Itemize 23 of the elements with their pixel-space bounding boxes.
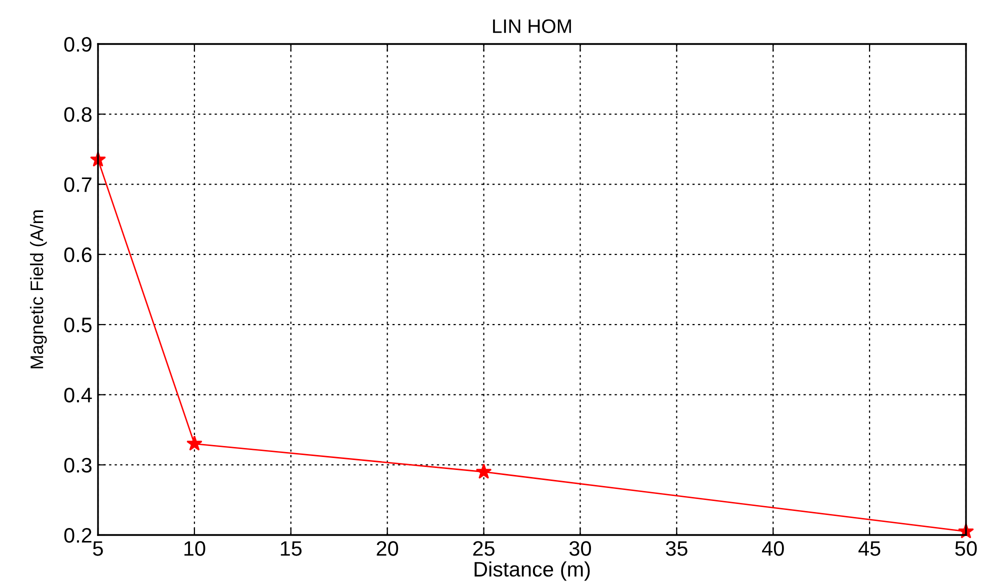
point <box>476 464 492 479</box>
y-tick-label: 0.3 <box>64 458 92 473</box>
y-tick-label: 0.8 <box>64 107 92 122</box>
x-tick-label: 35 <box>666 541 688 556</box>
y-tick-label: 0.6 <box>64 247 92 262</box>
y-tick-label: 0.7 <box>64 177 92 192</box>
x-tick-label: 15 <box>280 541 302 556</box>
x-tick-label: 25 <box>473 541 494 556</box>
y-tick-label: 0.2 <box>64 528 92 543</box>
x-tick-label: 20 <box>376 541 398 556</box>
x-tick-label: 30 <box>569 541 591 556</box>
x-tick-label: 45 <box>858 541 880 556</box>
x-axis-title: Distance (m) <box>474 561 590 581</box>
x-tick-label: 5 <box>93 541 103 556</box>
x-tick-label: 10 <box>184 541 206 556</box>
y-axis-title: Magnetic Field (A/m <box>30 210 47 368</box>
x-tick-label: 50 <box>955 541 977 556</box>
x-tick-label: 40 <box>762 541 784 556</box>
y-tick-label: 0.5 <box>64 318 92 332</box>
y-tick-label: 0.9 <box>64 37 92 52</box>
y-tick-label: 0.4 <box>64 388 92 402</box>
point <box>186 435 202 451</box>
chart-title: LIN HOM <box>493 19 571 34</box>
